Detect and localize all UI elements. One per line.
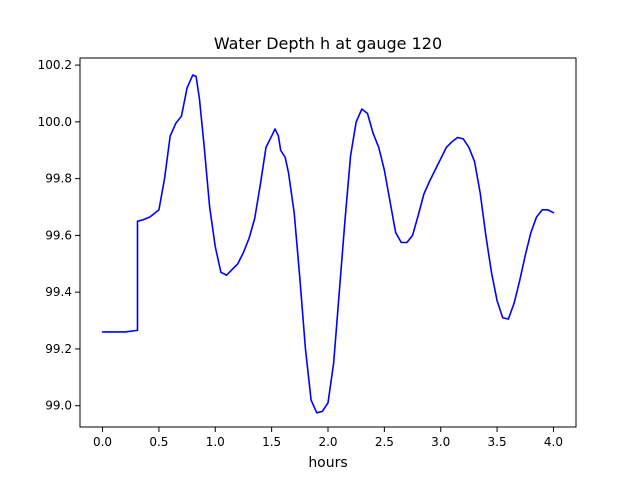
x-tick-label: 3.0 (431, 435, 450, 449)
series-line (101, 74, 555, 414)
y-tick-label: 99.0 (45, 399, 72, 413)
x-tick-label: 1.5 (262, 435, 281, 449)
x-tick-label: 4.0 (544, 435, 563, 449)
x-tick-label: 1.0 (206, 435, 225, 449)
plot-area (101, 74, 555, 414)
y-tick-label: 99.8 (45, 172, 72, 186)
y-tick-label: 100.0 (38, 115, 72, 129)
y-tick-label: 99.6 (45, 228, 72, 242)
x-axis-label: hours (308, 455, 347, 471)
x-tick-label: 0.5 (149, 435, 168, 449)
y-tick-label: 99.2 (45, 342, 72, 356)
y-tick-label: 99.4 (45, 285, 72, 299)
x-tick-label: 3.5 (488, 435, 507, 449)
y-tick-label: 100.2 (38, 58, 72, 72)
x-tick-label: 2.0 (318, 435, 337, 449)
x-axis: 0.0 0.5 1.0 1.5 2.0 2.5 3.0 3.5 4.0 (93, 427, 563, 449)
y-axis: 99.0 99.2 99.4 99.6 99.8 100.0 100.2 (38, 58, 80, 413)
plot-frame (79, 57, 577, 428)
x-tick-label: 2.5 (375, 435, 394, 449)
chart-title: Water Depth h at gauge 120 (214, 34, 442, 53)
x-tick-label: 0.0 (93, 435, 112, 449)
